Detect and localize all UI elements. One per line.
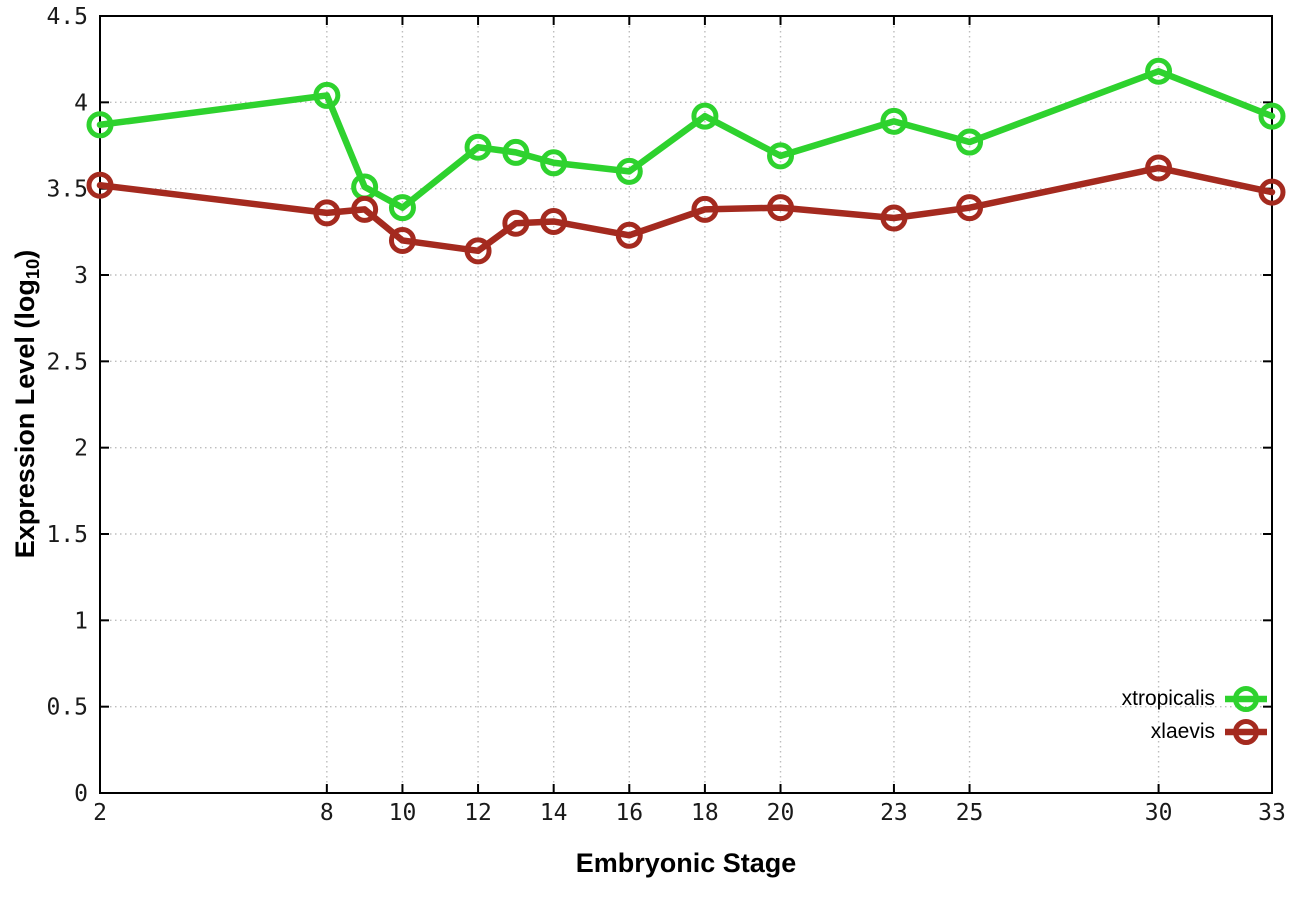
x-tick-label-12: 12 <box>464 800 492 826</box>
data-point-xlaevis-stage-8 <box>313 199 341 227</box>
data-point-xtropicalis-stage-33 <box>1258 102 1286 130</box>
data-point-xlaevis-stage-9 <box>351 195 379 223</box>
x-tick-label-30: 30 <box>1145 800 1173 826</box>
x-tick-label-20: 20 <box>767 800 795 826</box>
y-axis-title-subscript: 10 <box>21 258 43 280</box>
data-point-xtropicalis-stage-14 <box>540 149 568 177</box>
plot-border <box>99 15 1273 794</box>
data-point-xtropicalis-stage-2 <box>86 111 114 139</box>
series-line-xlaevis <box>96 164 1276 255</box>
x-tick-label-23: 23 <box>880 800 908 826</box>
legend-line-marker-icon <box>1225 686 1267 712</box>
data-point-xtropicalis-stage-10 <box>388 194 416 222</box>
data-point-xlaevis-stage-16 <box>615 221 643 249</box>
data-point-xtropicalis-stage-30 <box>1145 57 1173 85</box>
y-axis-title-close: ) <box>10 249 41 259</box>
y-tick-label-2: 2 <box>74 436 88 462</box>
y-tick-label-3: 3 <box>74 263 88 289</box>
y-tick-label-3.5: 3.5 <box>46 177 88 203</box>
y-tick-label-1.5: 1.5 <box>46 522 88 548</box>
data-point-xlaevis-stage-2 <box>86 171 114 199</box>
x-tick-label-2: 2 <box>93 800 107 826</box>
data-point-xlaevis-stage-13 <box>502 209 530 237</box>
data-point-xlaevis-stage-10 <box>388 226 416 254</box>
data-point-xlaevis-stage-30 <box>1145 154 1173 182</box>
data-point-xtropicalis-stage-23 <box>880 107 908 135</box>
x-tick-label-10: 10 <box>389 800 417 826</box>
data-point-xlaevis-stage-12 <box>464 237 492 265</box>
x-tick-label-18: 18 <box>691 800 719 826</box>
data-point-xlaevis-stage-20 <box>767 194 795 222</box>
x-tick-label-16: 16 <box>615 800 643 826</box>
series-line-xtropicalis <box>96 68 1276 211</box>
legend-label-xlaevis: xlaevis <box>1150 720 1215 743</box>
data-point-xtropicalis-stage-20 <box>767 142 795 170</box>
data-point-xtropicalis-stage-12 <box>464 133 492 161</box>
data-point-xtropicalis-stage-25 <box>956 128 984 156</box>
x-axis-title: Embryonic Stage <box>575 848 797 878</box>
y-tick-label-4: 4 <box>74 90 88 116</box>
y-tick-label-4.5: 4.5 <box>46 4 88 30</box>
data-point-xlaevis-stage-25 <box>956 194 984 222</box>
data-point-xlaevis-stage-18 <box>691 195 719 223</box>
legend-label-xtropicalis: xtropicalis <box>1121 687 1215 710</box>
data-point-xtropicalis-stage-13 <box>502 138 530 166</box>
data-point-xtropicalis-stage-16 <box>615 157 643 185</box>
y-tick-label-0: 0 <box>74 781 88 807</box>
y-tick-label-1: 1 <box>74 608 88 634</box>
y-tick-label-0.5: 0.5 <box>46 695 88 721</box>
x-tick-label-33: 33 <box>1258 800 1286 826</box>
data-point-xtropicalis-stage-18 <box>691 102 719 130</box>
y-axis-title: Expression Level (log10) <box>10 250 44 559</box>
x-tick-label-25: 25 <box>956 800 984 826</box>
y-tick-label-2.5: 2.5 <box>46 349 88 375</box>
legend-line-marker-icon <box>1225 719 1267 745</box>
x-tick-label-14: 14 <box>540 800 568 826</box>
legend: xtropicalis xlaevis <box>1122 684 1268 747</box>
data-point-xtropicalis-stage-8 <box>313 81 341 109</box>
legend-item-xlaevis: xlaevis <box>1122 717 1268 747</box>
data-point-xlaevis-stage-14 <box>540 207 568 235</box>
x-tick-label-8: 8 <box>320 800 334 826</box>
y-axis-title-text: Expression Level (log <box>10 279 41 559</box>
data-point-xlaevis-stage-23 <box>880 204 908 232</box>
legend-item-xtropicalis: xtropicalis <box>1122 684 1268 714</box>
data-point-xlaevis-stage-33 <box>1258 178 1286 206</box>
